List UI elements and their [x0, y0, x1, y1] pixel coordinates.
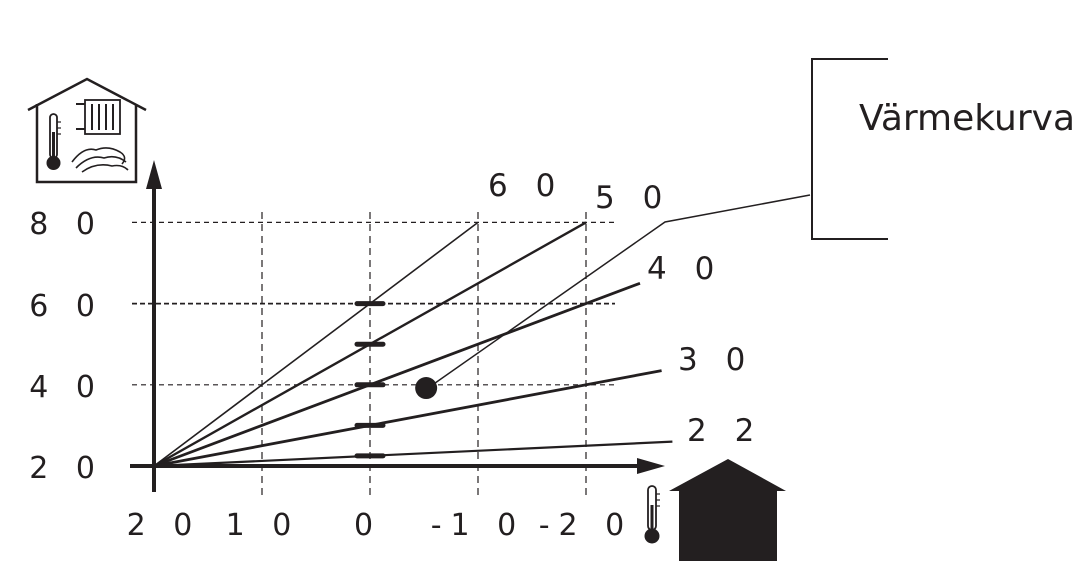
x-tick-label-10: 1 0 [226, 508, 301, 543]
outdoor-temperature-icon [644, 459, 786, 561]
indoor-thermometer-icon [46, 113, 61, 170]
y-tick-label-60: 6 0 [29, 289, 104, 324]
selected-curve-callout: Värmekurva [415, 58, 1072, 400]
heating-curve-line [153, 281, 641, 468]
heating-curve-line [153, 369, 662, 468]
grid-lines [132, 212, 615, 495]
callout-leader-line [427, 194, 811, 389]
callout-bracket [811, 58, 888, 240]
indoor-heating-icon [27, 77, 147, 184]
x-tick-label-minus-20: -2 0 [539, 508, 634, 543]
axes [130, 160, 665, 492]
y-axis-tick-labels: 8 0 6 0 4 0 2 0 [29, 207, 104, 486]
radiator-icon [76, 99, 121, 135]
callout-label: Värmekurva [859, 98, 1072, 139]
heating-curves [153, 221, 673, 468]
y-tick-label-20: 2 0 [29, 451, 104, 486]
x-tick-label-minus-10: -1 0 [431, 508, 526, 543]
selected-point-marker [415, 377, 438, 400]
y-tick-label-80: 8 0 [29, 207, 104, 242]
curve-label-22: 2 2 [687, 413, 763, 449]
outdoor-thermometer-icon [644, 485, 660, 544]
curve-label-60: 6 0 [488, 168, 564, 204]
curve-label-30: 3 0 [678, 342, 754, 378]
y-axis-arrowhead [146, 160, 162, 189]
curve-label-40: 4 0 [647, 251, 723, 287]
heating-curve-line [153, 440, 673, 468]
x-tick-label-20: 2 0 [127, 508, 202, 543]
y-tick-label-40: 4 0 [29, 370, 104, 405]
floor-heating-icon [71, 147, 129, 173]
x-tick-label-0: 0 [354, 508, 382, 543]
x-axis-arrowhead [637, 458, 665, 474]
curve-labels: 6 0 5 0 4 0 3 0 2 2 [488, 168, 763, 449]
heating-curve-line [153, 221, 479, 467]
curve-label-50: 5 0 [595, 180, 671, 216]
x-axis-tick-labels: 2 0 1 0 0 -1 0 -2 0 [127, 508, 634, 543]
